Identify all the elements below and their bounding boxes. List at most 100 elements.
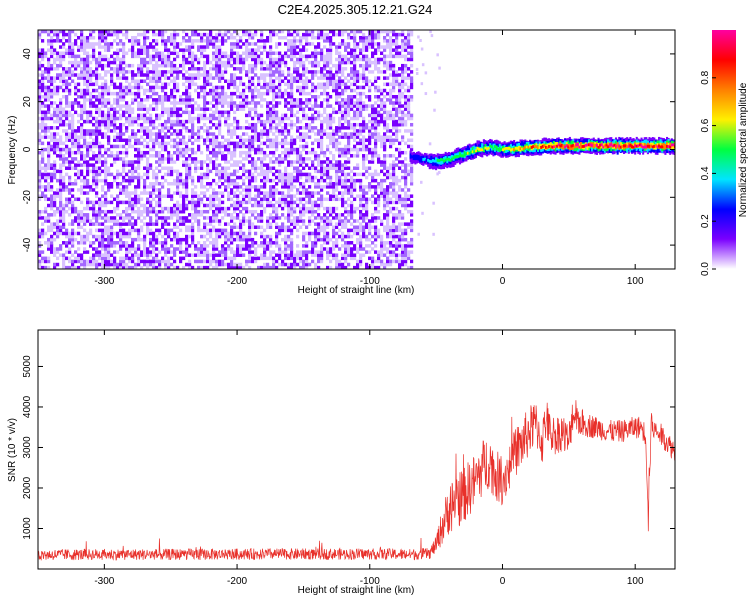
heatmap-cell: [161, 206, 165, 211]
heatmap-cell: [275, 104, 279, 108]
heatmap-cell: [161, 135, 165, 139]
heatmap-cell: [158, 157, 162, 161]
heatmap-cell: [200, 135, 204, 139]
heatmap-cell: [341, 116, 345, 121]
heatmap-cell: [302, 253, 306, 257]
heatmap-cell: [266, 219, 270, 223]
heatmap-cell: [317, 203, 321, 208]
heatmap-cell: [326, 70, 330, 74]
heatmap-cell: [170, 144, 174, 149]
heatmap-cell: [212, 104, 216, 108]
heatmap-cell: [158, 154, 162, 158]
heatmap-cell: [287, 178, 291, 183]
heatmap-cell: [287, 150, 291, 155]
heatmap-cell: [329, 39, 333, 43]
heatmap-cell: [86, 141, 90, 146]
heatmap-cell: [107, 110, 111, 115]
heatmap-cell: [71, 228, 75, 233]
heatmap-cell: [203, 241, 207, 245]
heatmap-cell: [122, 219, 126, 223]
heatmap-cell: [293, 141, 297, 146]
heatmap-cell: [113, 98, 117, 102]
heatmap-cell: [263, 157, 267, 161]
heatmap-cell: [98, 42, 102, 46]
heatmap-cell: [179, 191, 183, 195]
heatmap-cell: [230, 265, 234, 269]
heatmap-cell: [203, 122, 207, 127]
heatmap-cell: [206, 163, 210, 167]
heatmap-cell: [98, 57, 102, 62]
heatmap-cell: [119, 150, 123, 155]
heatmap-cell: [218, 197, 222, 202]
heatmap-cell: [293, 222, 297, 226]
heatmap-cell: [347, 85, 351, 90]
heatmap-cell: [284, 35, 288, 40]
heatmap-cell: [338, 51, 342, 56]
heatmap-cell: [44, 104, 48, 108]
heatmap-cell: [281, 194, 285, 198]
heatmap-cell: [113, 138, 117, 143]
heatmap-cell: [350, 222, 354, 226]
heatmap-cell: [80, 107, 84, 111]
heatmap-cell: [257, 185, 261, 189]
heatmap-cell: [254, 209, 258, 214]
heatmap-cell: [47, 79, 51, 83]
heatmap-cell: [89, 98, 93, 102]
heatmap-cell: [125, 160, 129, 164]
heatmap-cell: [53, 60, 57, 65]
heatmap-cell: [116, 135, 120, 139]
heatmap-cell: [200, 45, 204, 49]
heatmap-cell: [92, 144, 96, 149]
heatmap-cell: [185, 39, 189, 43]
heatmap-cell: [269, 116, 273, 121]
heatmap-cell: [281, 262, 285, 267]
heatmap-cell: [89, 163, 93, 167]
heatmap-cell: [257, 150, 261, 155]
heatmap-cell: [149, 54, 153, 59]
heatmap-cell: [173, 253, 177, 257]
heatmap-cell: [68, 76, 72, 80]
heatmap-cell: [53, 222, 57, 226]
heatmap-cell: [137, 237, 141, 242]
heatmap-cell: [131, 39, 135, 43]
heatmap-cell: [38, 126, 42, 130]
heatmap-cell: [230, 79, 234, 83]
heatmap-cell: [47, 126, 51, 130]
heatmap-cell: [302, 132, 306, 136]
heatmap-cell: [62, 32, 66, 37]
heatmap-cell: [149, 237, 153, 242]
heatmap-cell: [104, 172, 108, 177]
heatmap-cell: [110, 182, 114, 186]
heatmap-cell: [164, 237, 168, 242]
heatmap-cell: [287, 116, 291, 121]
heatmap-cell: [272, 51, 276, 56]
heatmap-cell: [239, 144, 243, 149]
heatmap-cell: [293, 138, 297, 143]
heatmap-cell: [95, 132, 99, 136]
heatmap-cell: [161, 182, 165, 186]
heatmap-cell: [140, 57, 144, 62]
heatmap-cell: [107, 259, 111, 264]
heatmap-cell: [170, 154, 174, 158]
heatmap-cell: [206, 45, 210, 49]
heatmap-cell: [185, 178, 189, 183]
heatmap-cell: [152, 126, 156, 130]
heatmap-cell: [233, 237, 237, 242]
heatmap-cell: [338, 45, 342, 49]
heatmap-cell: [173, 104, 177, 108]
heatmap-cell: [167, 116, 171, 121]
heatmap-cell: [236, 216, 240, 220]
heatmap-cell: [260, 234, 264, 239]
heatmap-cell: [143, 132, 147, 136]
heatmap-cell: [212, 122, 216, 127]
heatmap-cell: [233, 42, 237, 46]
heatmap-cell: [350, 116, 354, 121]
heatmap-cell: [230, 107, 234, 111]
heatmap-cell: [116, 126, 120, 130]
heatmap-cell: [59, 216, 63, 220]
heatmap-cell: [236, 265, 240, 269]
heatmap-cell: [71, 132, 75, 136]
heatmap-cell: [215, 150, 219, 155]
heatmap-cell: [86, 63, 90, 68]
heatmap-cell: [161, 98, 165, 102]
